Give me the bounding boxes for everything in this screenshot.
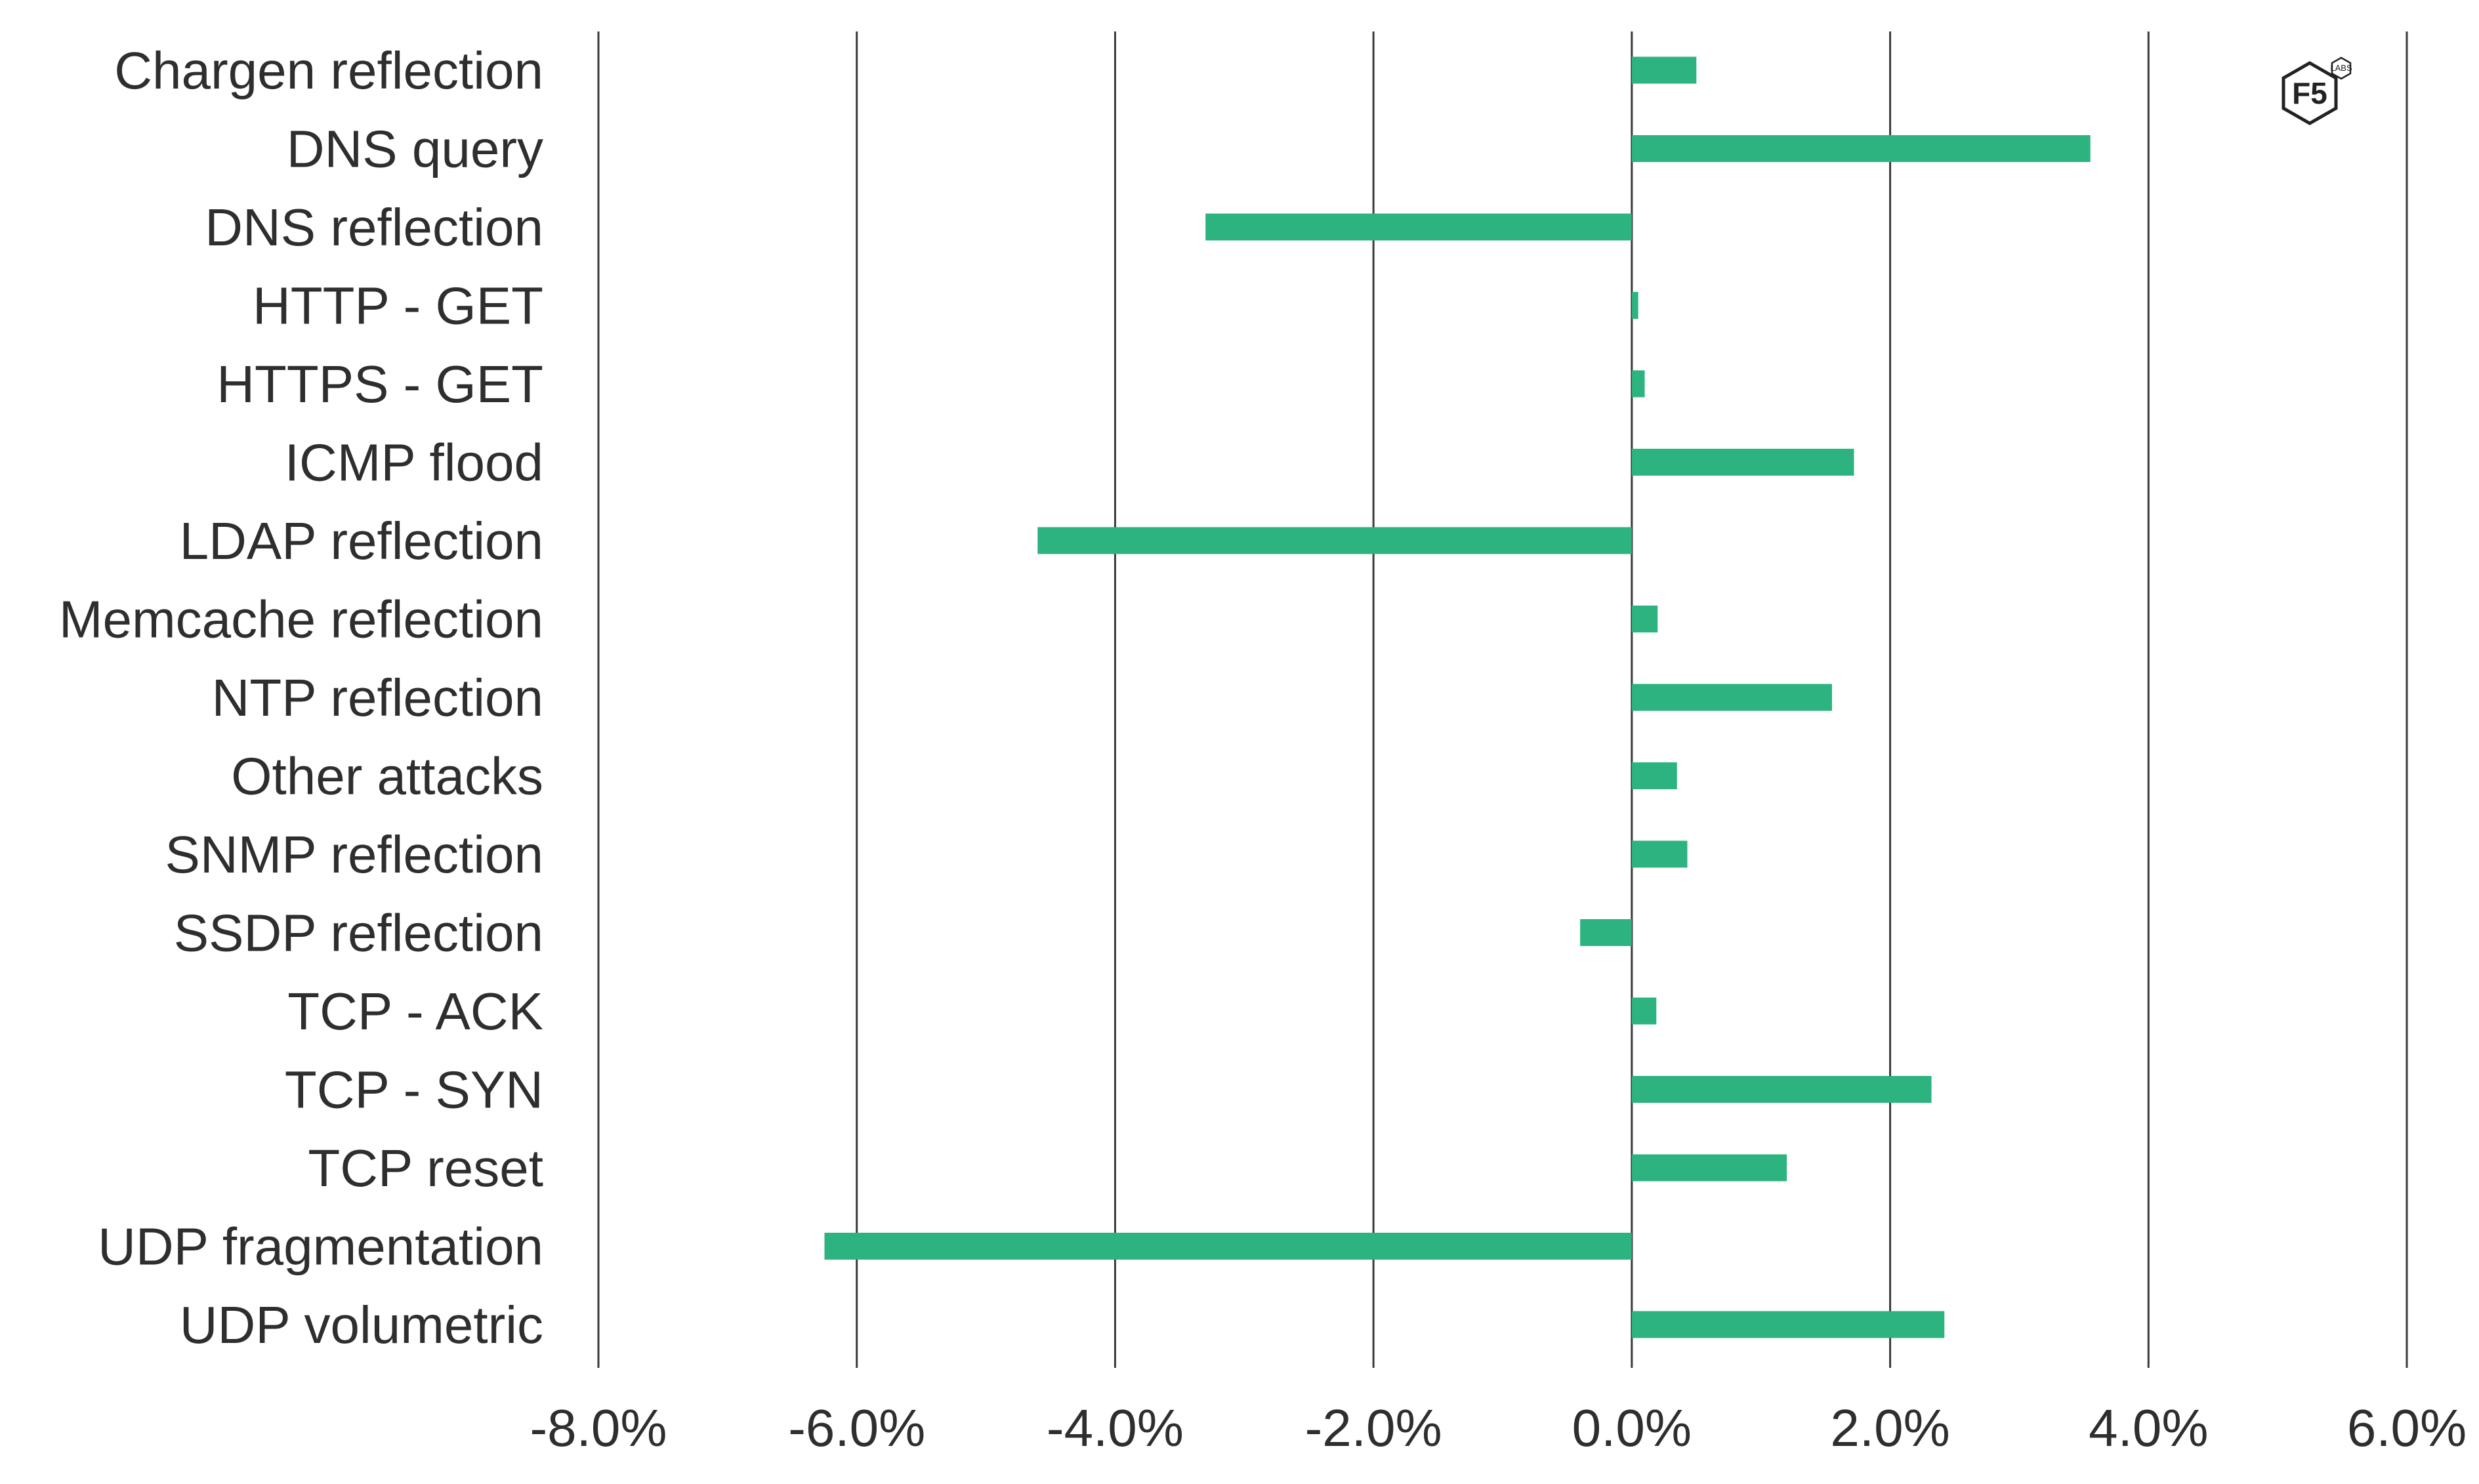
category-label: DNS query (287, 120, 543, 178)
category-label: NTP reflection (212, 669, 543, 727)
category-label: SNMP reflection (165, 825, 543, 884)
x-tick-label: 0.0% (1572, 1399, 1692, 1457)
f5-labs-logo-icon: F5 LABS (2281, 56, 2352, 125)
bar (1631, 840, 1688, 868)
bar (1037, 527, 1632, 554)
category-label: SSDP reflection (174, 904, 543, 962)
category-label: ICMP flood (285, 434, 543, 492)
category-label: Memcache reflection (59, 590, 543, 649)
bar (1631, 1076, 1932, 1103)
bar (1631, 997, 1657, 1025)
category-label: UDP fragmentation (98, 1218, 543, 1276)
x-axis-tick-labels: -8.0% -6.0% -4.0% -2.0% 0.0% 2.0% 4.0% 6.0% (530, 1399, 2467, 1457)
category-label: HTTP - GET (253, 277, 543, 335)
bar (1631, 449, 1854, 476)
category-label: TCP - SYN (285, 1061, 543, 1119)
bar (1631, 684, 1832, 711)
x-tick-label: -2.0% (1305, 1399, 1442, 1457)
bar (824, 1233, 1632, 1260)
bar (1631, 1311, 1945, 1338)
x-tick-label: 2.0% (1830, 1399, 1949, 1457)
logo-hexagon-small (2331, 56, 2352, 80)
bar (1205, 213, 1632, 241)
bar (1631, 370, 1645, 398)
category-labels: Chargen reflection DNS query DNS reflectio… (59, 41, 543, 1354)
bar (1631, 606, 1658, 632)
category-label: Other attacks (231, 747, 543, 806)
x-tick-label: 4.0% (2089, 1399, 2208, 1457)
category-label: TCP - ACK (287, 982, 543, 1041)
category-label: TCP reset (308, 1139, 543, 1197)
x-tick-label: -8.0% (530, 1399, 667, 1457)
category-label: HTTPS - GET (217, 355, 543, 413)
logo-hexagon-main (2281, 61, 2338, 125)
x-tick-label: 6.0% (2347, 1399, 2467, 1457)
x-tick-label: -6.0% (788, 1399, 925, 1457)
bar (1631, 56, 1697, 84)
bar (1580, 919, 1632, 946)
category-label: Chargen reflection (114, 41, 543, 100)
bar (1631, 292, 1638, 319)
logo-text: F5 (2292, 76, 2327, 110)
x-tick-label: -4.0% (1047, 1399, 1184, 1457)
bar (1631, 762, 1677, 789)
category-label: DNS reflection (205, 198, 543, 257)
logo-sub-text: LABS (2330, 63, 2352, 73)
bar (1631, 1154, 1787, 1182)
bars (824, 56, 2091, 1338)
bar (1631, 135, 2091, 162)
category-label: LDAP reflection (180, 512, 543, 570)
category-label: UDP volumetric (180, 1296, 543, 1354)
